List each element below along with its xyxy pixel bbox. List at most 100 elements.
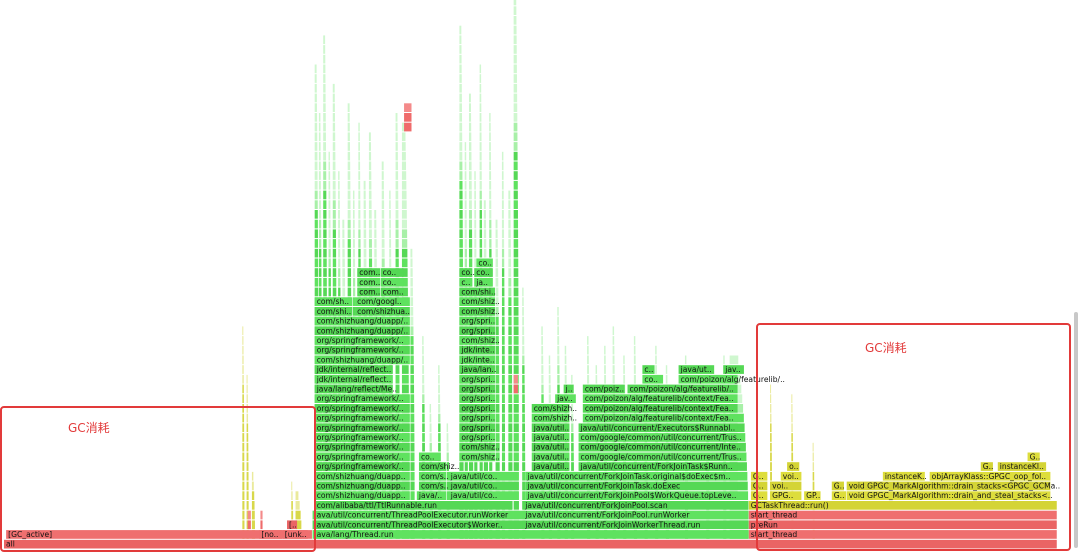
fringe-frame[interactable] [513,54,517,64]
fringe-frame[interactable] [508,239,511,248]
fringe-frame[interactable] [347,171,351,180]
stack-frame[interactable]: co.. [476,258,493,267]
fringe-frame[interactable] [347,277,352,287]
fringe-frame[interactable] [395,210,399,219]
fringe-frame[interactable] [474,180,476,190]
fringe-frame[interactable] [368,200,372,209]
stack-frame-bar[interactable] [418,462,447,471]
fringe-frame[interactable] [347,229,351,239]
stack-frame-bar[interactable] [459,423,495,433]
stack-frame-bar[interactable] [459,394,495,403]
fringe-frame[interactable] [242,501,245,510]
fringe-frame[interactable] [479,190,482,200]
fringe-frame[interactable] [347,248,351,258]
fringe-frame[interactable] [338,200,340,209]
fringe-frame[interactable] [242,345,244,355]
fringe-frame[interactable] [410,365,414,374]
fringe-frame[interactable] [495,413,500,423]
hot-tip-frame[interactable] [404,122,412,132]
fringe-frame[interactable] [314,190,318,200]
fringe-frame[interactable] [513,287,519,297]
fringe-frame[interactable] [347,200,351,209]
fringe-frame[interactable] [513,297,519,306]
stack-frame[interactable]: java/.. [416,491,447,500]
fringe-frame[interactable] [410,404,415,413]
fringe-frame[interactable] [401,151,406,161]
fringe-frame[interactable] [291,491,293,500]
fringe-frame[interactable] [557,326,559,336]
stack-frame-bar[interactable] [750,481,768,491]
fringe-frame[interactable] [318,219,322,229]
fringe-frame[interactable] [479,113,482,122]
fringe-frame[interactable] [501,365,505,374]
fringe-frame[interactable] [328,200,331,209]
fringe-frame[interactable] [318,151,321,161]
stack-frame-bar[interactable] [578,433,738,442]
fringe-frame[interactable] [522,462,526,471]
fringe-frame[interactable] [242,442,245,452]
stack-frame-bar[interactable] [459,326,495,336]
fringe-frame[interactable] [401,365,409,374]
fringe-frame[interactable] [468,122,472,132]
fringe-frame[interactable] [508,326,512,336]
fringe-frame[interactable] [513,442,519,452]
fringe-frame[interactable] [489,180,492,190]
stack-frame-bar[interactable] [459,365,495,374]
fringe-frame[interactable] [612,345,615,355]
fringe-frame[interactable] [395,258,399,268]
fringe-frame[interactable] [513,122,518,132]
stack-frame[interactable]: co.. [474,268,493,277]
stack-frame[interactable]: G.. [831,491,847,500]
fringe-frame[interactable] [548,374,551,384]
fringe-frame[interactable] [508,462,513,471]
fringe-frame[interactable] [323,83,326,93]
hot-tip-frame[interactable] [404,113,412,122]
fringe-frame[interactable] [347,268,352,277]
fringe-frame[interactable] [352,210,355,219]
fringe-frame[interactable] [410,413,415,423]
fringe-frame[interactable] [438,365,440,374]
fringe-frame[interactable] [314,287,319,297]
fringe-frame[interactable] [501,161,504,171]
fringe-frame[interactable] [401,122,406,132]
stack-frame[interactable]: com/shizhuang/duapp/.. [314,317,410,326]
fringe-frame[interactable] [483,210,486,219]
fringe-frame[interactable] [541,336,543,345]
fringe-frame[interactable] [410,248,413,258]
fringe-frame[interactable] [395,190,399,200]
fringe-frame[interactable] [459,122,463,132]
stack-frame-bar[interactable] [448,471,519,481]
fringe-frame[interactable] [295,520,302,530]
fringe-frame[interactable] [495,307,499,316]
fringe-frame[interactable] [513,413,519,423]
fringe-frame[interactable] [332,103,335,112]
stack-frame[interactable]: [no.. [259,530,283,539]
fringe-frame[interactable] [358,200,361,209]
fringe-frame[interactable] [571,404,574,413]
stack-frame-bar[interactable] [531,404,570,413]
stack-frame[interactable]: com/poizon/alg/featurelib/context/Fea.. [582,394,738,403]
fringe-frame[interactable] [459,229,463,239]
fringe-frame[interactable] [332,93,335,103]
fringe-frame[interactable] [522,345,525,355]
fringe-frame[interactable] [328,287,331,297]
fringe-frame[interactable] [459,45,462,54]
stack-frame[interactable]: com/poizon/alg/featurelib/.. [627,385,738,394]
fringe-frame[interactable] [483,229,487,239]
fringe-frame[interactable] [410,394,415,403]
fringe-frame[interactable] [513,258,519,268]
fringe-frame[interactable] [571,433,574,442]
stack-frame-bar[interactable] [314,336,410,345]
fringe-frame[interactable] [332,142,336,151]
stack-frame-bar[interactable] [770,481,802,491]
fringe-frame[interactable] [352,229,355,239]
fringe-frame[interactable] [791,423,793,433]
fringe-frame[interactable] [571,452,574,462]
fringe-frame[interactable] [459,258,463,268]
fringe-frame[interactable] [495,384,500,394]
fringe-frame[interactable] [438,374,440,384]
stack-frame[interactable]: start_thread [748,511,1057,520]
stack-frame[interactable]: java/util.. [531,423,570,432]
fringe-frame[interactable] [332,151,336,161]
fringe-frame[interactable] [410,423,415,433]
